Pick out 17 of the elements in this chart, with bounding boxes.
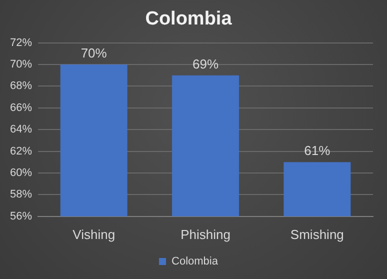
legend-label: Colombia <box>172 256 219 268</box>
y-tick-label: 56% <box>10 210 32 222</box>
y-tick-label: 58% <box>10 188 32 201</box>
x-tick-label: Vishing <box>72 226 116 242</box>
x-tick-label: Smishing <box>290 226 344 242</box>
chart-title: Colombia <box>145 8 232 30</box>
y-tick-label: 66% <box>10 102 32 114</box>
y-tick-label: 62% <box>10 145 32 158</box>
y-tick-label: 64% <box>10 124 32 136</box>
data-label: 61% <box>304 143 331 158</box>
x-tick-label: Phishing <box>180 226 230 242</box>
y-tick-label: 72% <box>10 36 32 49</box>
data-label: 69% <box>192 56 219 72</box>
y-tick-label: 60% <box>10 167 32 180</box>
data-label: 70% <box>80 46 108 61</box>
y-tick-label: 68% <box>10 80 32 92</box>
y-tick-label: 70% <box>10 58 32 71</box>
